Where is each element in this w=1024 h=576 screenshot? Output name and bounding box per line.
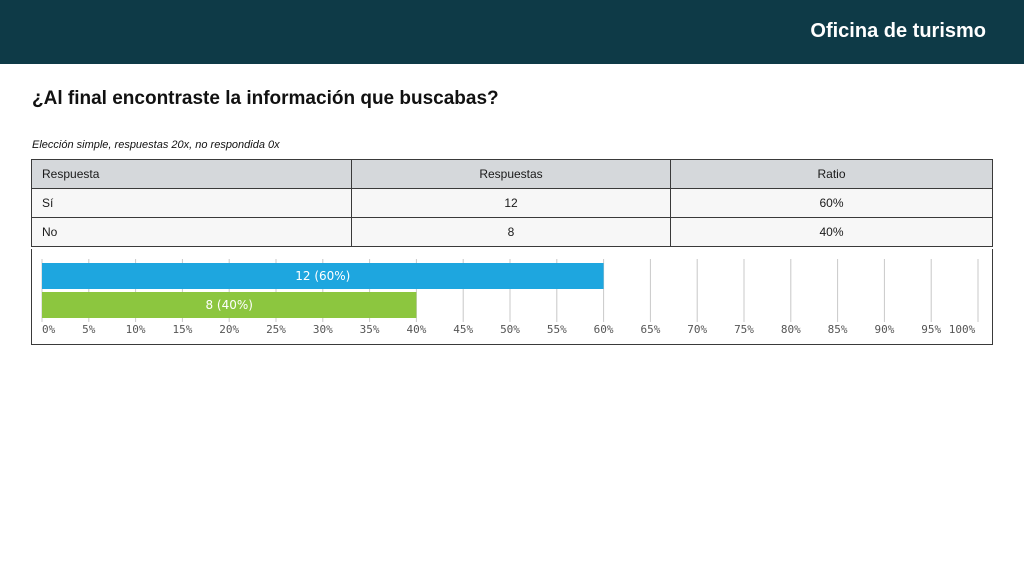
x-tick-label: 100% [949, 323, 976, 336]
x-tick-label: 40% [406, 323, 426, 336]
results-table: Respuesta Respuestas Ratio Sí 12 60% No … [31, 159, 993, 247]
column-header-ratio: Ratio [670, 159, 993, 189]
question-subtitle: Elección simple, respuestas 20x, no resp… [32, 139, 280, 151]
x-tick-label: 75% [734, 323, 754, 336]
bar-no [42, 292, 417, 318]
x-tick-label: 25% [266, 323, 286, 336]
x-tick-label: 50% [500, 323, 520, 336]
cell-ratio: 60% [670, 188, 993, 218]
bar-chart: 0% 5% 10% 15% 20% 25% 30% 35% 40% 45% 50% 55% 60% 65%… [31, 249, 993, 345]
x-tick-label: 20% [219, 323, 239, 336]
x-tick-label: 60% [594, 323, 614, 336]
x-tick-label: 85% [828, 323, 848, 336]
x-tick-label: 65% [640, 323, 660, 336]
header-bar: Oficina de turismo [0, 0, 1024, 64]
x-tick-label: 15% [172, 323, 192, 336]
x-tick-label: 80% [781, 323, 801, 336]
column-header-respuestas: Respuestas [351, 159, 671, 189]
x-tick-label: 45% [453, 323, 473, 336]
x-tick-label: 90% [874, 323, 894, 336]
bar-value-label: 12 (60%) [295, 269, 350, 283]
cell-answer: Sí [31, 188, 352, 218]
x-tick-label: 35% [360, 323, 380, 336]
x-tick-label: 0% [42, 323, 56, 336]
cell-ratio: 40% [670, 217, 993, 247]
x-tick-label: 95% [921, 323, 941, 336]
cell-answer: No [31, 217, 352, 247]
cell-count: 8 [351, 217, 671, 247]
bar-si [42, 263, 604, 289]
brand-title: Oficina de turismo [810, 20, 986, 42]
cell-count: 12 [351, 188, 671, 218]
question-title: ¿Al final encontraste la información que… [32, 88, 499, 109]
x-tick-label: 55% [547, 323, 567, 336]
column-header-respuesta: Respuesta [31, 159, 352, 189]
x-tick-label: 30% [313, 323, 333, 336]
table-header-row: Respuesta Respuestas Ratio [31, 159, 993, 189]
bar-chart-svg: 0% 5% 10% 15% 20% 25% 30% 35% 40% 45% 50% 55% 60% 65%… [41, 259, 979, 336]
table-row: Sí 12 60% [31, 188, 993, 218]
x-tick-label: 5% [82, 323, 96, 336]
bar-value-label: 8 (40%) [205, 298, 252, 312]
x-tick-label: 70% [687, 323, 707, 336]
table-row: No 8 40% [31, 217, 993, 247]
x-tick-label: 10% [126, 323, 146, 336]
